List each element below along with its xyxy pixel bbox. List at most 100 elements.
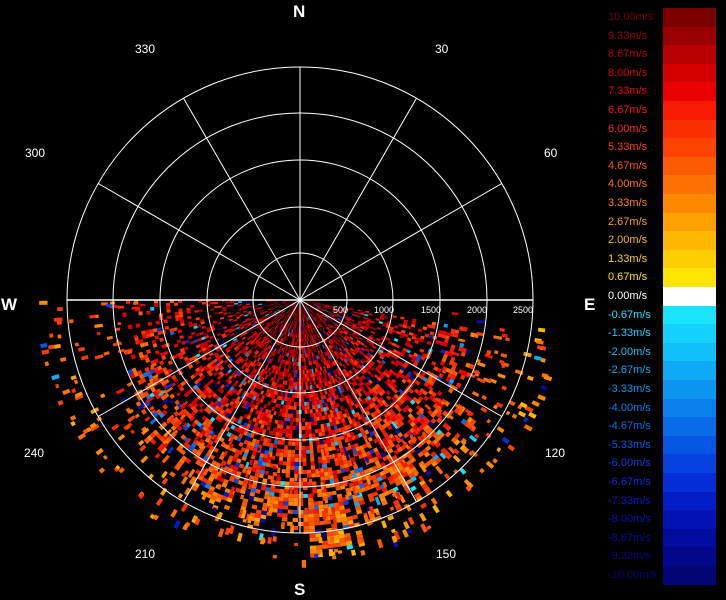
echo-cell [270,326,274,331]
echo-cell [357,479,364,485]
echo-cell [247,360,252,365]
echo-cell [346,332,352,337]
range-label-2000: 2000 [467,305,488,315]
echo-cell [360,448,366,455]
echo-cell [331,417,336,422]
echo-cell [308,517,315,522]
echo-cell [372,456,379,462]
echo-cell [316,307,320,310]
echo-cell [405,478,413,485]
echo-cell [310,413,314,418]
echo-cell [291,303,296,307]
echo-cell [375,472,382,479]
bearing-label-30: 30 [435,42,449,56]
legend-swatch [663,194,716,213]
echo-cell [257,362,262,367]
echo-cell [528,411,537,419]
echo-cell [278,412,283,417]
echo-cell [339,405,345,411]
echo-cell [208,343,214,348]
echo-cell [144,329,150,335]
echo-cell [241,349,247,354]
echo-cell [329,329,333,333]
echo-cell [296,317,298,322]
echo-cell [332,387,337,392]
echo-cell [312,304,317,307]
echo-cell [349,423,355,429]
legend-row: -6.67m/s [600,473,720,492]
echo-cell [288,381,292,386]
echo-cell [301,309,302,314]
echo-cell [168,399,175,405]
echo-cell [301,365,303,370]
echo-cell [284,317,288,322]
echo-cell [285,405,289,410]
echo-cell [259,407,264,412]
echo-cell [337,550,343,554]
echo-cell [330,348,334,353]
echo-cell [303,304,307,309]
echo-cell [351,382,356,387]
echo-cell [294,333,296,338]
echo-cell [365,322,370,326]
echo-cell [245,391,250,397]
echo-cell [328,340,332,345]
echo-cell [304,421,309,426]
echo-cell [372,438,379,444]
echo-cell [169,393,175,400]
echo-cell [369,334,374,338]
echo-cell [289,353,292,358]
echo-cell [152,374,159,380]
echo-cell [163,370,170,376]
echo-cell [314,521,321,526]
echo-cell [259,398,264,404]
echo-cell [286,352,290,357]
echo-cell [285,331,288,336]
echo-cell [193,402,199,409]
echo-cell [351,325,356,329]
echo-cell [321,357,325,362]
echo-cell [278,303,283,305]
echo-cell [309,369,312,374]
legend-row: 2.67m/s [600,212,720,232]
echo-cell [435,406,443,413]
legend-label: 2.67m/s [608,215,648,228]
echo-cell [207,476,215,483]
echo-cell [272,317,276,321]
legend-label: -2.67m/s [608,364,651,377]
echo-cell [247,483,253,490]
echo-cell [39,300,48,305]
echo-cell [222,410,228,417]
echo-cell [313,303,318,305]
echo-cell [273,500,279,505]
echo-cell [290,316,293,321]
echo-cell [180,413,187,420]
echo-cell [283,449,288,454]
echo-cell [313,326,317,331]
echo-cell [392,371,398,377]
echo-cell [316,314,320,318]
echo-cell [344,395,349,400]
echo-cell [435,465,444,475]
echo-cell [372,491,379,497]
echo-cell [164,382,174,390]
echo-cell [330,379,334,385]
echo-cell [405,339,411,345]
echo-cell [284,330,287,336]
echo-cell [263,325,268,330]
echo-cell [191,448,198,455]
echo-cell [253,338,258,343]
echo-cell [215,497,222,503]
echo-cell [285,473,290,478]
echo-cell [245,341,250,346]
echo-cell [271,455,276,461]
echo-cell [305,381,308,386]
echo-cell [333,437,338,442]
echo-cell [194,518,201,526]
echo-cell [335,518,342,524]
echo-cell [501,436,510,445]
echo-cell [461,370,468,377]
echo-cell [286,300,291,302]
bearing-label-210: 210 [135,547,156,561]
echo-cell [295,313,297,318]
